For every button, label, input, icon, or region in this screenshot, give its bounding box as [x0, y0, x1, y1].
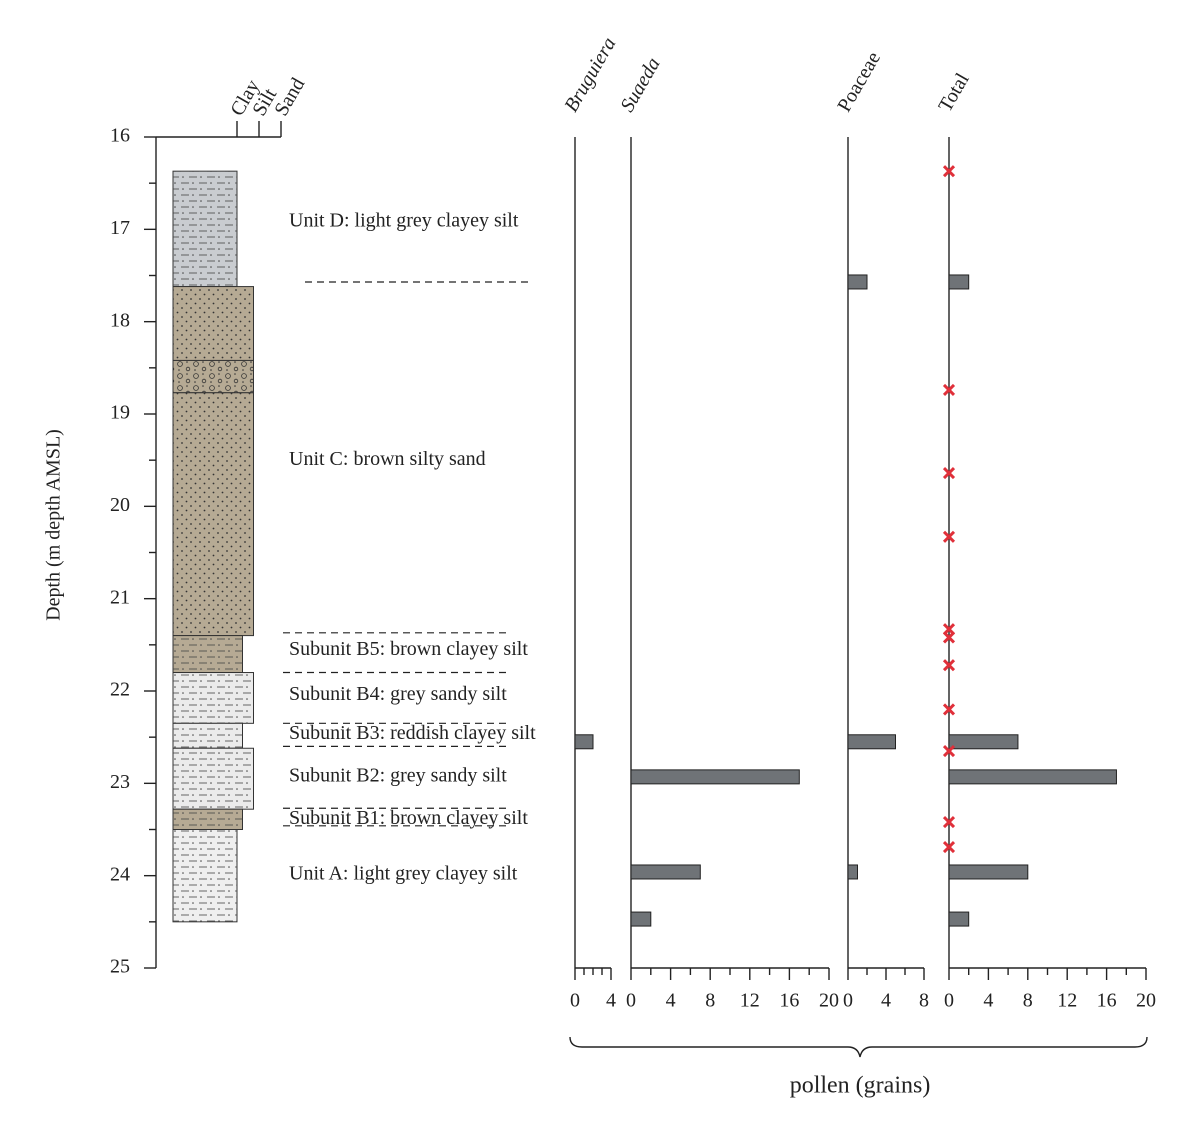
x-tick-label: 0: [843, 990, 853, 1012]
lithology-pattern: [173, 635, 243, 673]
y-tick-label: 19: [110, 402, 130, 424]
zero-marker: [942, 840, 956, 854]
zero-marker: [942, 631, 956, 644]
y-tick-label: 18: [110, 309, 130, 331]
x-tick-label: 0: [626, 990, 636, 1012]
zero-marker: [942, 744, 956, 758]
bar: [630, 864, 701, 880]
zero-marker: [942, 383, 956, 397]
x-tick-label: 8: [705, 990, 715, 1012]
unit-label: Subunit B4: grey sandy silt: [289, 683, 507, 705]
x-tick-label: 4: [666, 990, 676, 1012]
y-axis-label: Depth (m depth AMSL): [43, 429, 65, 621]
zero-marker: [942, 659, 956, 672]
unit-label: Unit D: light grey clayey silt: [289, 210, 519, 232]
unit-label: Unit C: brown silty sand: [289, 448, 486, 470]
lithology-pattern: [173, 829, 237, 922]
lithology-pattern: [173, 286, 254, 361]
bar: [574, 734, 594, 750]
x-tick-label: 0: [570, 990, 580, 1012]
zero-marker: [942, 165, 956, 178]
series-name: Bruguiera: [560, 34, 620, 116]
unit-label: Unit A: light grey clayey silt: [289, 862, 518, 884]
y-tick-label: 17: [110, 217, 130, 239]
zero-marker: [942, 703, 956, 716]
x-tick-label: 16: [1097, 990, 1117, 1012]
lithology-pattern: [173, 748, 254, 810]
y-tick-label: 24: [110, 863, 130, 885]
series-name: Total: [934, 69, 974, 116]
lithology-pattern: [173, 392, 254, 636]
x-tick-label: 0: [944, 990, 954, 1012]
bar: [948, 734, 1019, 750]
bar: [948, 911, 970, 927]
y-tick-label: 22: [110, 679, 130, 701]
zero-marker: [942, 816, 956, 829]
bar: [847, 864, 858, 880]
grain-label: Sand: [270, 74, 309, 120]
x-tick-label: 4: [606, 990, 616, 1012]
x-tick-label: 4: [983, 990, 993, 1012]
bar: [630, 769, 800, 785]
x-tick-label: 8: [919, 990, 929, 1012]
y-tick-label: 21: [110, 586, 130, 608]
brace: [569, 1036, 1148, 1058]
y-tick-label: 23: [110, 771, 130, 793]
unit-label: Subunit B1: brown clayey silt: [289, 807, 528, 829]
unit-label: Subunit B3: reddish clayey silt: [289, 722, 536, 744]
lithology-pattern: [173, 360, 254, 393]
lithology-pattern: [173, 723, 243, 749]
x-tick-label: 4: [881, 990, 891, 1012]
bar: [948, 864, 1029, 880]
bar: [948, 769, 1117, 785]
bar: [847, 734, 896, 750]
bar: [847, 274, 868, 290]
bar: [948, 274, 970, 290]
series-name: Suaeda: [616, 54, 664, 116]
x-tick-label: 16: [779, 990, 799, 1012]
series-name: Poaceae: [833, 48, 885, 116]
lithology-pattern: [173, 171, 237, 287]
y-tick-label: 25: [110, 956, 130, 978]
zero-marker: [942, 530, 956, 543]
x-axis-label: pollen (grains): [790, 1073, 931, 1099]
lithology-pattern: [173, 672, 254, 724]
lithology-pattern: [173, 809, 243, 830]
x-tick-label: 12: [740, 990, 760, 1012]
x-tick-label: 12: [1057, 990, 1077, 1012]
y-tick-label: 20: [110, 494, 130, 516]
y-tick-label: 16: [110, 125, 130, 147]
bar: [630, 911, 652, 927]
x-tick-label: 20: [819, 990, 839, 1012]
x-tick-label: 8: [1023, 990, 1033, 1012]
zero-marker: [942, 467, 956, 480]
unit-label: Subunit B5: brown clayey silt: [289, 638, 528, 660]
unit-label: Subunit B2: grey sandy silt: [289, 764, 507, 786]
x-tick-label: 20: [1136, 990, 1156, 1012]
